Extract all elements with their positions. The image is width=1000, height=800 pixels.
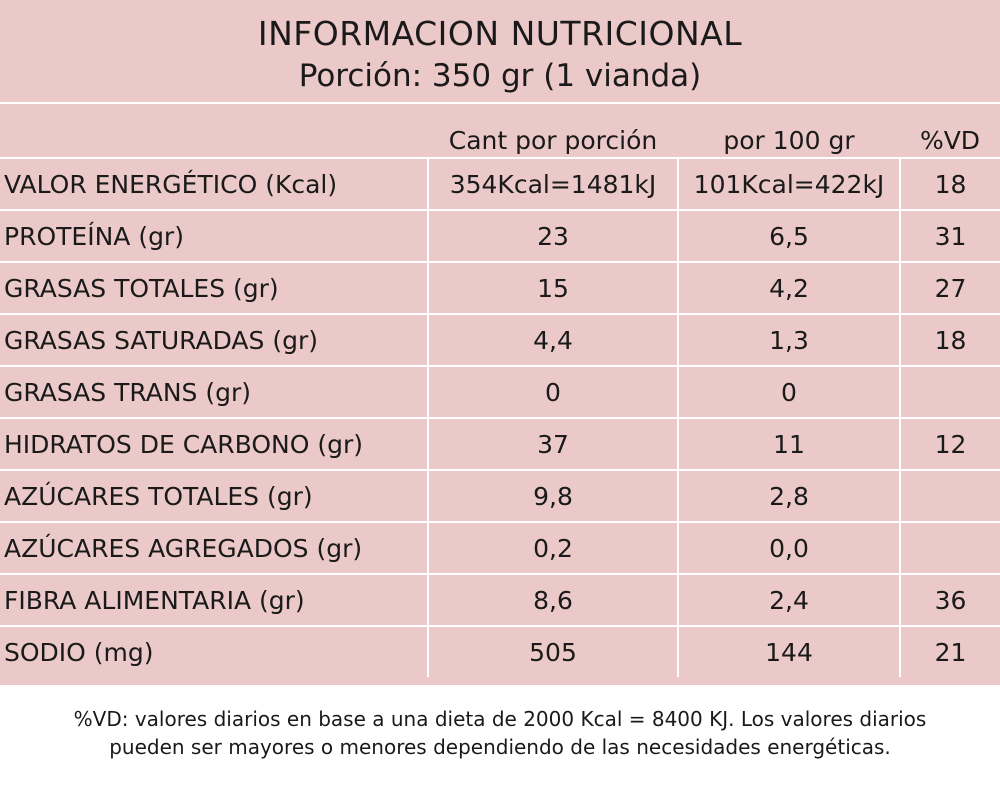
per-portion-value: 354Kcal=1481kJ xyxy=(427,157,679,211)
per-100-value: 0,0 xyxy=(677,521,901,575)
nutrient-name: GRASAS TRANS (gr) xyxy=(0,365,429,419)
table-row: VALOR ENERGÉTICO (Kcal) 354Kcal=1481kJ 1… xyxy=(0,157,1000,211)
nutrition-table: VALOR ENERGÉTICO (Kcal) 354Kcal=1481kJ 1… xyxy=(0,157,1000,677)
table-row: AZÚCARES TOTALES (gr) 9,8 2,8 xyxy=(0,469,1000,523)
vd-value: 21 xyxy=(899,625,1000,677)
nutrient-name: SODIO (mg) xyxy=(0,625,429,677)
table-row: SODIO (mg) 505 144 21 xyxy=(0,625,1000,677)
per-portion-value: 9,8 xyxy=(427,469,679,523)
column-header-per-100: por 100 gr xyxy=(723,126,855,155)
per-100-value: 1,3 xyxy=(677,313,901,367)
per-100-value: 101Kcal=422kJ xyxy=(677,157,901,211)
label-header: INFORMACION NUTRICIONAL Porción: 350 gr … xyxy=(0,0,1000,104)
nutrient-name: AZÚCARES TOTALES (gr) xyxy=(0,469,429,523)
vd-value: 27 xyxy=(899,261,1000,315)
per-100-value: 0 xyxy=(677,365,901,419)
nutrient-name: PROTEÍNA (gr) xyxy=(0,209,429,263)
vd-value: 36 xyxy=(899,573,1000,627)
per-100-value: 2,4 xyxy=(677,573,901,627)
column-header-per-portion: Cant por porción xyxy=(448,126,658,155)
table-row: GRASAS TOTALES (gr) 15 4,2 27 xyxy=(0,261,1000,315)
nutrition-label: INFORMACION NUTRICIONAL Porción: 350 gr … xyxy=(0,0,1000,685)
nutrient-name: VALOR ENERGÉTICO (Kcal) xyxy=(0,157,429,211)
table-row: HIDRATOS DE CARBONO (gr) 37 11 12 xyxy=(0,417,1000,471)
nutrient-name: GRASAS SATURADAS (gr) xyxy=(0,313,429,367)
table-row: GRASAS SATURADAS (gr) 4,4 1,3 18 xyxy=(0,313,1000,367)
per-portion-value: 505 xyxy=(427,625,679,677)
per-portion-value: 0 xyxy=(427,365,679,419)
per-100-value: 11 xyxy=(677,417,901,471)
portion-size: Porción: 350 gr (1 vianda) xyxy=(298,58,702,94)
vd-footnote: %VD: valores diarios en base a una dieta… xyxy=(0,705,1000,761)
per-portion-value: 37 xyxy=(427,417,679,471)
table-row: GRASAS TRANS (gr) 0 0 xyxy=(0,365,1000,419)
nutrient-name: GRASAS TOTALES (gr) xyxy=(0,261,429,315)
footnote-line-2: pueden ser mayores o menores dependiendo… xyxy=(109,735,891,759)
per-portion-value: 23 xyxy=(427,209,679,263)
vd-value xyxy=(899,521,1000,575)
per-portion-value: 15 xyxy=(427,261,679,315)
vd-value: 31 xyxy=(899,209,1000,263)
per-portion-value: 4,4 xyxy=(427,313,679,367)
column-header-vd: %VD xyxy=(919,126,981,155)
vd-value: 18 xyxy=(899,313,1000,367)
table-row: PROTEÍNA (gr) 23 6,5 31 xyxy=(0,209,1000,263)
per-100-value: 144 xyxy=(677,625,901,677)
table-row: AZÚCARES AGREGADOS (gr) 0,2 0,0 xyxy=(0,521,1000,575)
vd-value xyxy=(899,469,1000,523)
vd-value: 18 xyxy=(899,157,1000,211)
nutrient-name: HIDRATOS DE CARBONO (gr) xyxy=(0,417,429,471)
vd-value xyxy=(899,365,1000,419)
label-title: INFORMACION NUTRICIONAL xyxy=(257,14,743,53)
per-portion-value: 0,2 xyxy=(427,521,679,575)
table-row: FIBRA ALIMENTARIA (gr) 8,6 2,4 36 xyxy=(0,573,1000,627)
per-100-value: 4,2 xyxy=(677,261,901,315)
per-100-value: 6,5 xyxy=(677,209,901,263)
footnote-line-1: %VD: valores diarios en base a una dieta… xyxy=(73,707,927,731)
nutrient-name: AZÚCARES AGREGADOS (gr) xyxy=(0,521,429,575)
nutrient-name: FIBRA ALIMENTARIA (gr) xyxy=(0,573,429,627)
vd-value: 12 xyxy=(899,417,1000,471)
per-portion-value: 8,6 xyxy=(427,573,679,627)
per-100-value: 2,8 xyxy=(677,469,901,523)
